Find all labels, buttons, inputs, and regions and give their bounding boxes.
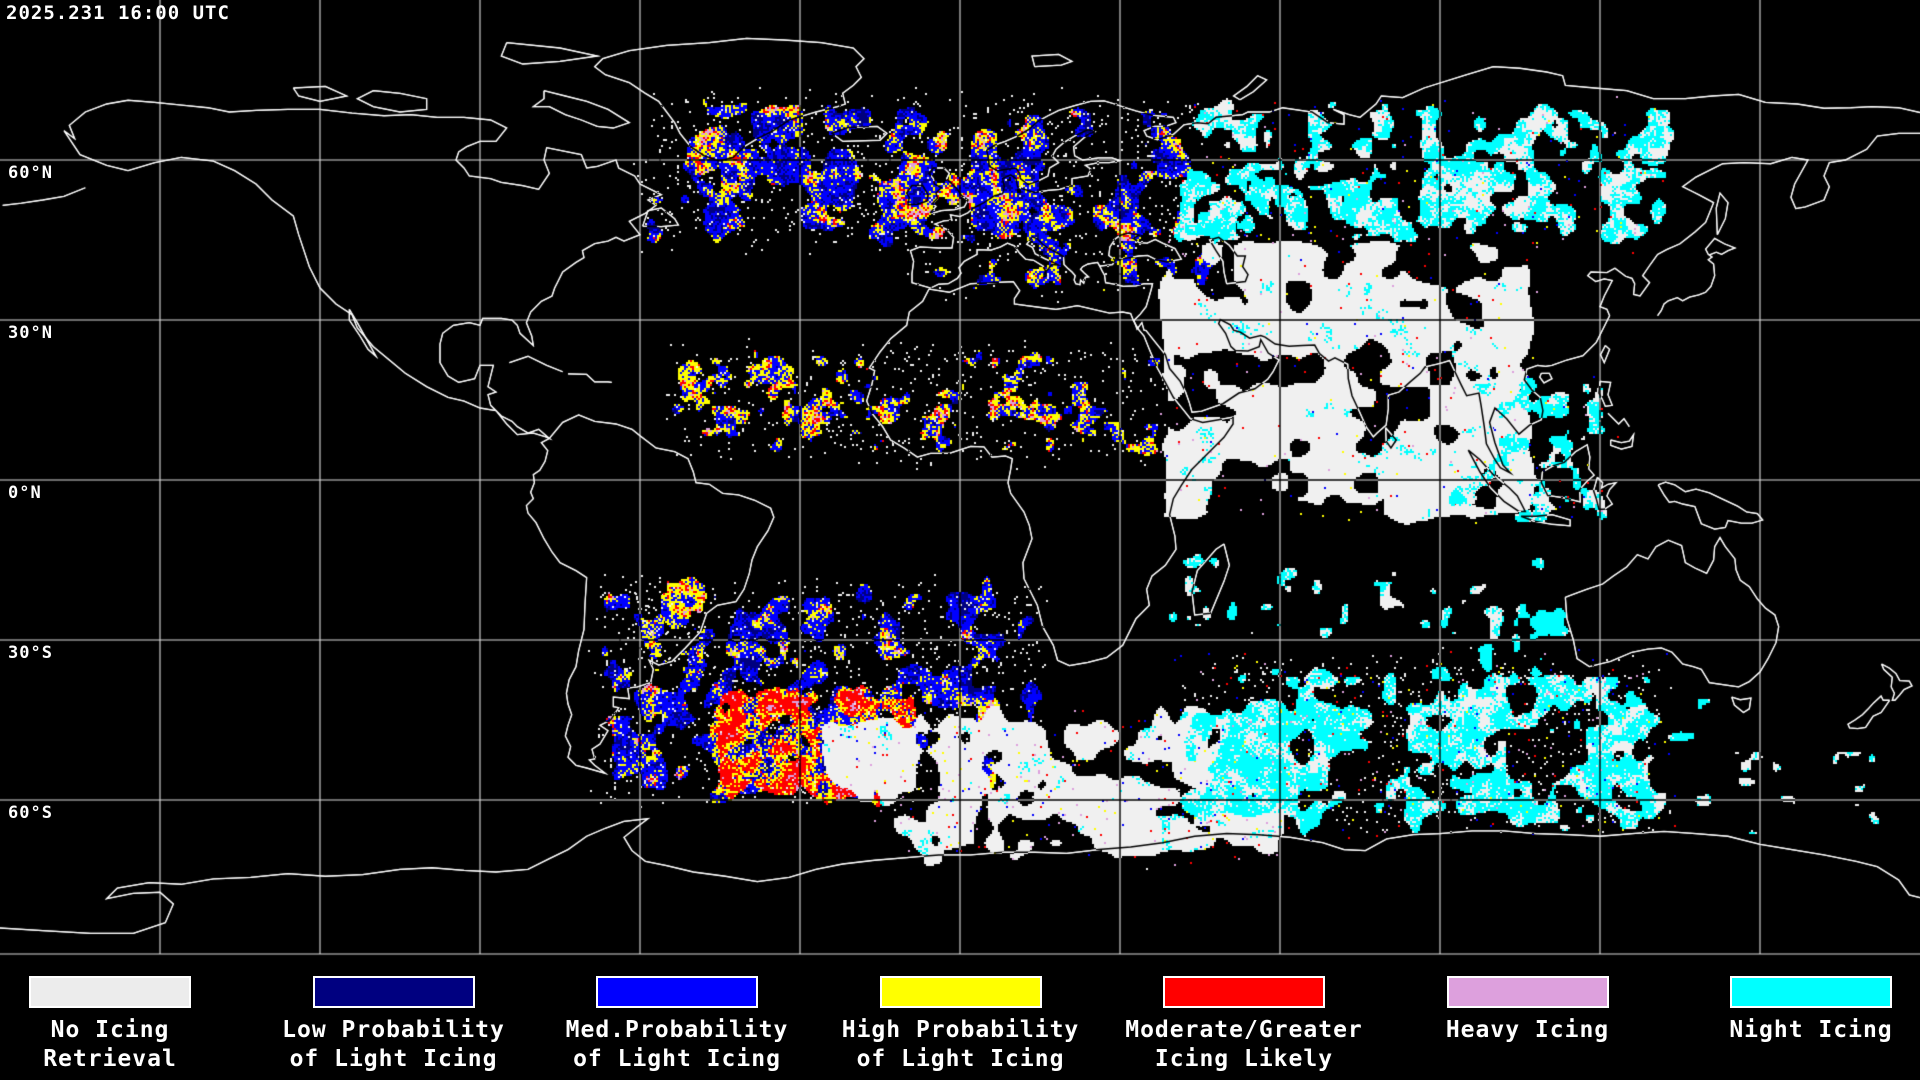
legend-swatch-3 [879, 976, 1042, 1008]
legend-item-4: Moderate/Greater Icing Likely [1099, 976, 1389, 1074]
legend-swatch-6 [1730, 976, 1892, 1008]
lat-label-30: 30°N [8, 323, 53, 343]
lat-label-0: 0°N [8, 483, 42, 503]
legend-label-line1: No Icing [50, 1017, 170, 1043]
legend-swatch-1 [312, 976, 475, 1008]
legend: No Icing Retrieval Low Probability of Light… [0, 962, 1920, 1080]
legend-label-line2: of Light Icing [289, 1046, 498, 1072]
lat-label--60: 60°S [8, 803, 53, 823]
legend-swatch-5 [1446, 976, 1609, 1008]
legend-label-line1: Night Icing [1729, 1017, 1893, 1043]
legend-item-6: Night Icing [1666, 976, 1920, 1045]
legend-item-0: No Icing Retrieval [0, 976, 255, 1074]
legend-swatch-0 [29, 976, 191, 1008]
legend-swatch-4 [1163, 976, 1325, 1008]
lat-label--30: 30°S [8, 643, 53, 663]
legend-item-3: High Probability of Light Icing [816, 976, 1106, 1074]
legend-item-1: Low Probability of Light Icing [249, 976, 539, 1074]
legend-label-line1: High Probability [841, 1017, 1080, 1043]
world-map-canvas [0, 0, 1920, 962]
legend-label-line2: of Light Icing [856, 1046, 1065, 1072]
legend-item-5: Heavy Icing [1383, 976, 1673, 1045]
legend-label-line1: Low Probability [282, 1017, 505, 1043]
legend-swatch-2 [596, 976, 758, 1008]
legend-label-line2: Retrieval [43, 1046, 177, 1072]
lat-label-60: 60°N [8, 163, 53, 183]
legend-item-2: Med.Probability of Light Icing [532, 976, 822, 1074]
legend-label-line1: Moderate/Greater [1125, 1017, 1363, 1043]
legend-label-line2: of Light Icing [573, 1046, 781, 1072]
legend-label-line1: Heavy Icing [1445, 1017, 1610, 1043]
timestamp: 2025.231 16:00 UTC [6, 2, 230, 24]
legend-label-line1: Med.Probability [565, 1017, 789, 1043]
legend-label-line2: Icing Likely [1154, 1046, 1334, 1072]
